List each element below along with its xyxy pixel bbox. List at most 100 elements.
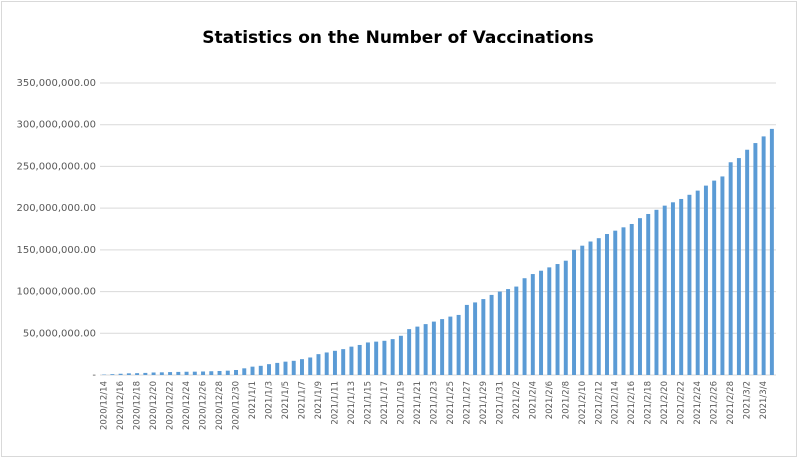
y-tick-label: 200,000,000.00 bbox=[16, 203, 96, 214]
bar bbox=[679, 198, 684, 375]
y-tick-label: 300,000,000.00 bbox=[16, 120, 96, 131]
chart-title: Statistics on the Number of Vaccinations bbox=[202, 28, 594, 48]
bar bbox=[407, 329, 412, 375]
bar bbox=[201, 371, 206, 375]
x-tick-label: 2021/3/4 bbox=[759, 381, 769, 419]
bar bbox=[712, 180, 717, 375]
bar bbox=[440, 319, 445, 375]
bar bbox=[192, 371, 197, 375]
x-tick-label: 2021/2/26 bbox=[710, 381, 720, 425]
bar bbox=[456, 314, 461, 375]
x-tick-label: 2021/1/13 bbox=[347, 381, 357, 425]
x-tick-label: 2021/2/28 bbox=[726, 381, 736, 425]
bar bbox=[398, 335, 403, 375]
bar bbox=[275, 362, 280, 375]
x-tick-label: 2021/1/31 bbox=[495, 381, 505, 425]
x-tick-label: 2021/1/21 bbox=[413, 381, 423, 425]
x-tick-label: 2020/12/14 bbox=[100, 381, 110, 430]
bar bbox=[695, 190, 700, 375]
x-tick-label: 2021/1/29 bbox=[479, 381, 489, 425]
bar bbox=[267, 364, 271, 375]
bar bbox=[605, 234, 609, 375]
x-tick-label: 2021/1/15 bbox=[363, 381, 373, 425]
bar bbox=[250, 366, 255, 375]
bar bbox=[563, 260, 568, 375]
x-tick-label: 2020/12/30 bbox=[232, 381, 242, 430]
bar bbox=[588, 241, 593, 375]
bar bbox=[357, 344, 362, 375]
bar bbox=[332, 350, 337, 375]
bar bbox=[670, 202, 675, 375]
bar bbox=[481, 299, 486, 375]
x-tick-label: 2020/12/24 bbox=[182, 381, 192, 430]
x-tick-label: 2021/1/25 bbox=[446, 381, 456, 425]
x-tick-label: 2021/1/27 bbox=[462, 381, 472, 425]
bar bbox=[415, 326, 420, 375]
bar bbox=[308, 357, 313, 375]
bar bbox=[349, 346, 354, 375]
y-tick-label: 50,000,000.00 bbox=[23, 328, 96, 339]
bar bbox=[497, 291, 502, 375]
x-tick-label: 2021/1/19 bbox=[396, 381, 406, 425]
bar bbox=[143, 372, 148, 375]
bar bbox=[225, 370, 230, 375]
y-tick-label: 350,000,000.00 bbox=[16, 78, 96, 89]
bar bbox=[341, 349, 346, 375]
x-tick-label: 2021/2/20 bbox=[660, 381, 670, 425]
bar bbox=[547, 267, 552, 375]
bar bbox=[637, 218, 642, 375]
bar bbox=[217, 370, 222, 375]
x-tick-label: 2021/1/23 bbox=[429, 381, 439, 425]
bar bbox=[242, 368, 247, 375]
bar bbox=[234, 369, 239, 375]
x-tick-label: 2020/12/28 bbox=[215, 381, 225, 430]
bar bbox=[530, 274, 535, 375]
y-tick-label: 250,000,000.00 bbox=[16, 161, 96, 172]
x-tick-label: 2021/2/24 bbox=[693, 381, 703, 425]
bar bbox=[720, 176, 725, 375]
bar bbox=[646, 213, 651, 375]
bar bbox=[423, 324, 428, 375]
x-tick-label: 2021/1/17 bbox=[380, 381, 390, 425]
bar bbox=[662, 205, 667, 375]
bar bbox=[728, 162, 733, 375]
bar bbox=[316, 354, 321, 375]
bar bbox=[184, 371, 189, 375]
bar bbox=[539, 270, 544, 375]
bar bbox=[514, 286, 519, 375]
bar bbox=[110, 374, 115, 375]
bar bbox=[464, 304, 469, 375]
bar bbox=[448, 316, 453, 375]
x-tick-label: 2020/12/26 bbox=[199, 381, 209, 430]
x-tick-label: 2021/2/18 bbox=[644, 381, 654, 425]
x-tick-label: 2021/1/3 bbox=[265, 381, 275, 419]
bar bbox=[522, 278, 527, 375]
x-tick-label: 2021/2/4 bbox=[528, 381, 538, 419]
bar bbox=[769, 128, 774, 375]
bar bbox=[135, 373, 140, 375]
bar bbox=[324, 352, 329, 375]
x-tick-label: 2020/12/16 bbox=[116, 381, 126, 430]
x-tick-label: 2021/2/14 bbox=[611, 381, 621, 425]
bar bbox=[555, 264, 560, 375]
x-tick-label: 2021/2/22 bbox=[677, 381, 687, 425]
y-tick-label: 100,000,000.00 bbox=[16, 287, 96, 298]
bar bbox=[596, 238, 601, 375]
x-tick-label: 2021/2/2 bbox=[512, 381, 522, 419]
x-tick-label: 2021/2/10 bbox=[578, 381, 588, 425]
bar bbox=[431, 321, 436, 375]
bar bbox=[629, 223, 634, 375]
bar bbox=[753, 143, 758, 375]
y-tick-label: - bbox=[92, 370, 96, 381]
bar bbox=[390, 339, 395, 375]
bar bbox=[374, 341, 379, 375]
bar bbox=[118, 373, 123, 375]
x-tick-label: 2021/2/8 bbox=[561, 381, 571, 419]
x-tick-label: 2021/3/2 bbox=[743, 381, 753, 419]
bar bbox=[736, 158, 741, 375]
bar bbox=[209, 371, 214, 375]
bar bbox=[299, 359, 304, 375]
y-tick-label: 150,000,000.00 bbox=[16, 245, 96, 256]
x-tick-label: 2021/2/6 bbox=[545, 381, 555, 419]
